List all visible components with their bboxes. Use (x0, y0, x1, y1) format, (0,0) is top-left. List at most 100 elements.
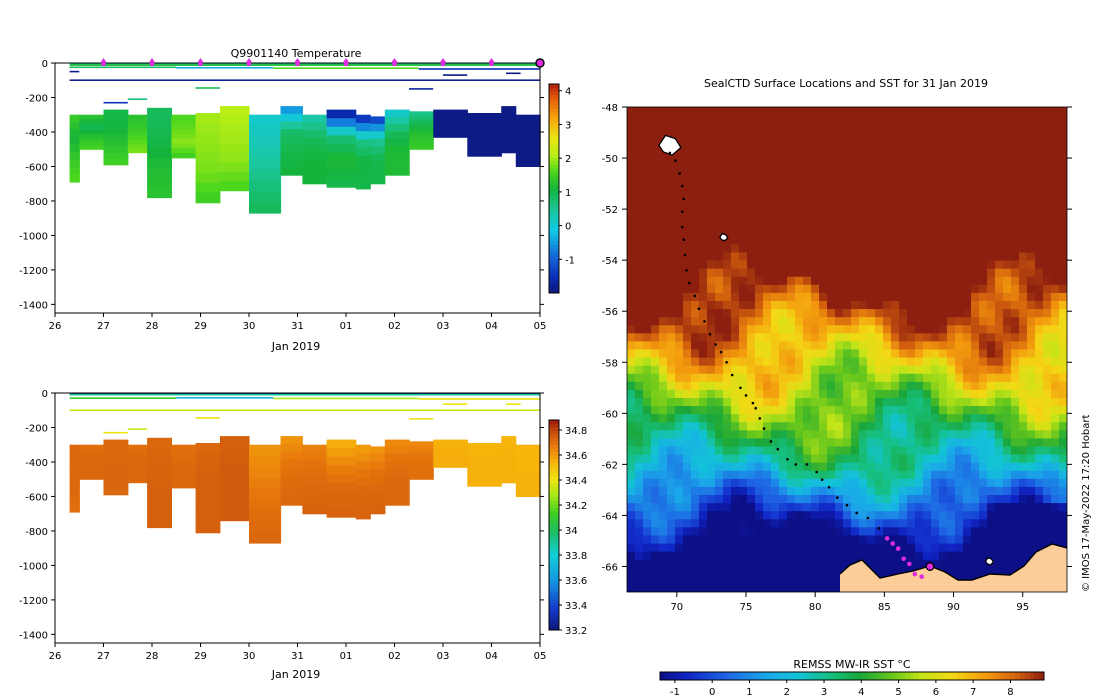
salinity-profile-9-cell-0 (280, 436, 303, 445)
sst-cell (659, 365, 668, 375)
sst-cell (715, 527, 724, 536)
sst-cell (699, 357, 708, 367)
sst-cell (723, 406, 732, 415)
sst-cell (1011, 478, 1020, 488)
sst-cell (667, 195, 676, 205)
sst-cell (763, 422, 772, 431)
sst-cell (875, 495, 884, 504)
sst-cell (1035, 486, 1044, 496)
sst-cell (691, 535, 700, 544)
salinity-profile-0-cell-6 (69, 489, 80, 498)
sst-cell (635, 341, 644, 350)
temperature-profile-18-cell-4 (501, 126, 517, 133)
temperature-colorbar-label-4: 3 (565, 120, 571, 131)
sst-cell (803, 171, 812, 181)
sst-cell (787, 163, 796, 173)
sst-cell (987, 519, 996, 528)
salinity-profile-16-cell-2 (433, 445, 468, 450)
sst-cell (987, 115, 996, 124)
sst-cell (635, 373, 644, 383)
sst-cell (627, 268, 636, 278)
sst-cell (1043, 414, 1052, 423)
sst-cell (755, 470, 764, 480)
sst-cell (707, 179, 716, 189)
profile-marker-6 (391, 58, 398, 66)
sst-cell (843, 503, 852, 512)
sst-cell (955, 430, 964, 439)
sst-cell (827, 543, 836, 552)
sst-cell (827, 478, 836, 488)
temperature-colorbar-swatch-42 (549, 143, 559, 148)
salinity-profile-1-cell-5 (79, 463, 105, 469)
sst-cell (827, 527, 836, 536)
sst-cell (859, 115, 868, 124)
sst-cell (683, 535, 692, 544)
sst-colorbar-label-1: 0 (709, 687, 715, 698)
sst-cell (1003, 551, 1012, 561)
sst-cell (827, 212, 836, 221)
temperature-surface-segment-8 (506, 72, 521, 75)
sst-cell (867, 389, 876, 399)
sst-cell (787, 284, 796, 294)
sst-cell (979, 559, 988, 569)
sst-cell (915, 519, 924, 528)
sst-colorbar-swatch-38 (842, 672, 848, 680)
temperature-profile-6-cell-7 (195, 182, 221, 194)
sst-cell (835, 511, 844, 520)
temperature-profile-5-cell-0 (171, 114, 197, 121)
sst-cell (835, 236, 844, 245)
sst-cell (675, 123, 684, 132)
sst-cell (947, 228, 956, 237)
sst-cell (731, 511, 740, 520)
sst-cell (987, 478, 996, 488)
sst-cell (915, 527, 924, 536)
sst-cell (731, 301, 740, 310)
sst-cell (739, 341, 748, 350)
salinity-profile-11-cell-6 (326, 491, 357, 501)
sst-cell (979, 107, 988, 116)
sst-cell (787, 406, 796, 415)
sst-cell (699, 430, 708, 439)
sst-cell (867, 155, 876, 164)
sst-cell (963, 495, 972, 504)
salinity-colorbar-swatch-16 (549, 570, 559, 575)
sst-cell (651, 511, 660, 520)
sst-cell (643, 373, 652, 383)
sst-cell (915, 123, 924, 132)
sst-cell (827, 147, 836, 156)
sst-cell (1059, 446, 1067, 455)
sst-cell (1003, 503, 1012, 512)
sst-cell (811, 519, 820, 528)
sst-colorbar-swatch-5 (684, 672, 690, 680)
sst-cell (971, 341, 980, 350)
sst-cell (955, 268, 964, 278)
sst-cell (1059, 527, 1067, 536)
temperature-profile-9-cell-2 (280, 121, 303, 130)
sst-cell (739, 486, 748, 496)
salinity-colorbar-swatch-4 (549, 612, 559, 617)
sst-cell (739, 195, 748, 205)
sst-cell (683, 309, 692, 318)
sst-cell (827, 260, 836, 270)
salinity-profile-13-cell-8 (370, 506, 386, 515)
sst-cell (771, 179, 780, 189)
sst-cell (939, 503, 948, 512)
sst-cell (1059, 462, 1067, 472)
sst-cell (1059, 301, 1067, 310)
sst-cell (691, 527, 700, 536)
sst-cell (691, 333, 700, 342)
sst-cell (875, 268, 884, 278)
salinity-profile-15-cell-4 (409, 458, 434, 463)
sst-cell (787, 543, 796, 552)
sst-cell (915, 325, 924, 334)
sst-cell (1051, 179, 1060, 189)
sst-cell (795, 204, 804, 213)
salinity-profile-17-cell-0 (467, 443, 502, 449)
sst-cell (779, 511, 788, 520)
sst-cell (915, 171, 924, 181)
sst-cell (683, 179, 692, 189)
sst-cell (851, 147, 860, 156)
